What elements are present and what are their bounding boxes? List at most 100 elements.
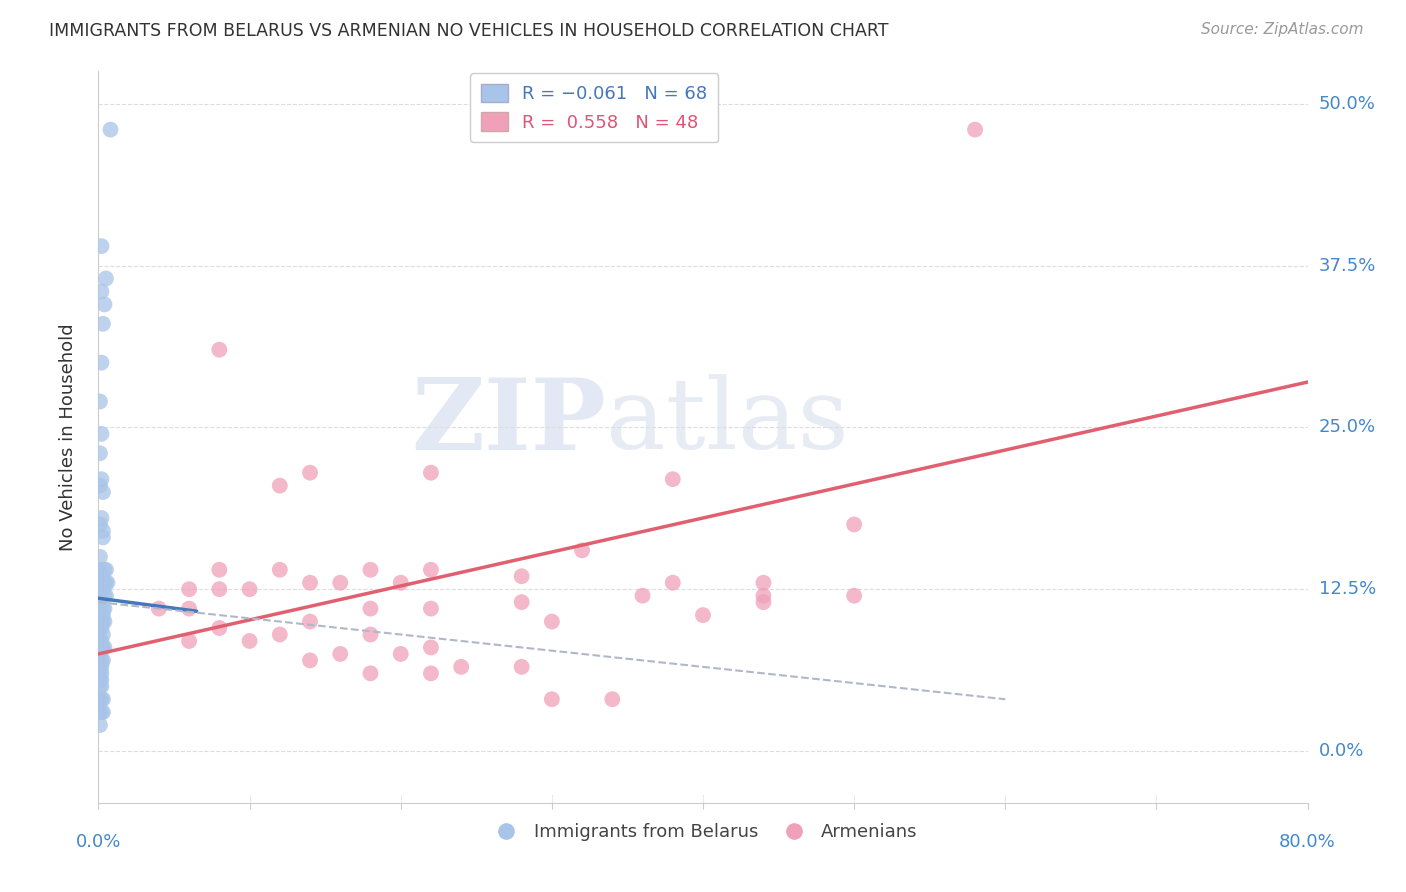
- Point: [91, 653, 114, 667]
- Point: [91, 627, 114, 641]
- Point: [360, 563, 382, 577]
- Point: [89, 666, 111, 681]
- Text: 25.0%: 25.0%: [1319, 418, 1376, 436]
- Y-axis label: No Vehicles in Household: No Vehicles in Household: [59, 323, 77, 551]
- Point: [89, 478, 111, 492]
- Point: [89, 563, 111, 577]
- Text: 0.0%: 0.0%: [1319, 742, 1364, 760]
- Legend: Immigrants from Belarus, Armenians: Immigrants from Belarus, Armenians: [481, 816, 925, 848]
- Point: [239, 634, 262, 648]
- Point: [420, 640, 443, 655]
- Point: [91, 640, 114, 655]
- Text: 37.5%: 37.5%: [1319, 257, 1376, 275]
- Point: [571, 543, 593, 558]
- Point: [631, 589, 654, 603]
- Point: [89, 582, 111, 597]
- Point: [420, 601, 443, 615]
- Point: [91, 317, 114, 331]
- Point: [661, 472, 683, 486]
- Text: 12.5%: 12.5%: [1319, 580, 1376, 599]
- Point: [90, 511, 112, 525]
- Point: [90, 582, 112, 597]
- Point: [90, 621, 112, 635]
- Point: [90, 608, 112, 623]
- Point: [89, 673, 111, 687]
- Point: [94, 575, 117, 590]
- Point: [90, 239, 112, 253]
- Point: [90, 569, 112, 583]
- Text: atlas: atlas: [606, 375, 849, 470]
- Point: [299, 653, 322, 667]
- Point: [208, 582, 231, 597]
- Point: [100, 122, 122, 136]
- Point: [360, 601, 382, 615]
- Point: [299, 466, 322, 480]
- Point: [93, 297, 115, 311]
- Point: [90, 666, 112, 681]
- Point: [89, 634, 111, 648]
- Point: [965, 122, 987, 136]
- Point: [94, 271, 117, 285]
- Point: [269, 627, 291, 641]
- Point: [450, 660, 472, 674]
- Point: [89, 608, 111, 623]
- Point: [90, 472, 112, 486]
- Point: [90, 679, 112, 693]
- Point: [329, 647, 352, 661]
- Point: [89, 549, 111, 564]
- Point: [389, 647, 412, 661]
- Point: [179, 582, 201, 597]
- Point: [89, 647, 111, 661]
- Point: [89, 718, 111, 732]
- Point: [752, 595, 775, 609]
- Point: [299, 575, 322, 590]
- Point: [540, 615, 562, 629]
- Point: [93, 589, 115, 603]
- Point: [90, 692, 112, 706]
- Point: [89, 692, 111, 706]
- Point: [91, 615, 114, 629]
- Point: [90, 653, 112, 667]
- Point: [360, 666, 382, 681]
- Point: [269, 478, 291, 492]
- Point: [91, 575, 114, 590]
- Point: [93, 615, 115, 629]
- Point: [420, 563, 443, 577]
- Point: [239, 582, 262, 597]
- Point: [89, 640, 111, 655]
- Point: [90, 640, 112, 655]
- Point: [89, 660, 111, 674]
- Point: [90, 595, 112, 609]
- Text: IMMIGRANTS FROM BELARUS VS ARMENIAN NO VEHICLES IN HOUSEHOLD CORRELATION CHART: IMMIGRANTS FROM BELARUS VS ARMENIAN NO V…: [49, 22, 889, 40]
- Point: [93, 640, 115, 655]
- Point: [692, 608, 714, 623]
- Point: [90, 285, 112, 299]
- Point: [94, 563, 117, 577]
- Point: [510, 569, 533, 583]
- Point: [89, 621, 111, 635]
- Point: [93, 563, 115, 577]
- Point: [89, 517, 111, 532]
- Point: [752, 575, 775, 590]
- Point: [90, 660, 112, 674]
- Point: [661, 575, 683, 590]
- Point: [90, 634, 112, 648]
- Text: Source: ZipAtlas.com: Source: ZipAtlas.com: [1201, 22, 1364, 37]
- Point: [208, 563, 231, 577]
- Point: [89, 615, 111, 629]
- Point: [602, 692, 624, 706]
- Point: [844, 517, 866, 532]
- Point: [179, 634, 201, 648]
- Point: [148, 601, 170, 615]
- Point: [93, 601, 115, 615]
- Point: [89, 394, 111, 409]
- Point: [420, 466, 443, 480]
- Point: [91, 692, 114, 706]
- Point: [90, 705, 112, 719]
- Point: [94, 589, 117, 603]
- Point: [90, 673, 112, 687]
- Point: [510, 660, 533, 674]
- Point: [91, 601, 114, 615]
- Point: [96, 575, 118, 590]
- Point: [89, 705, 111, 719]
